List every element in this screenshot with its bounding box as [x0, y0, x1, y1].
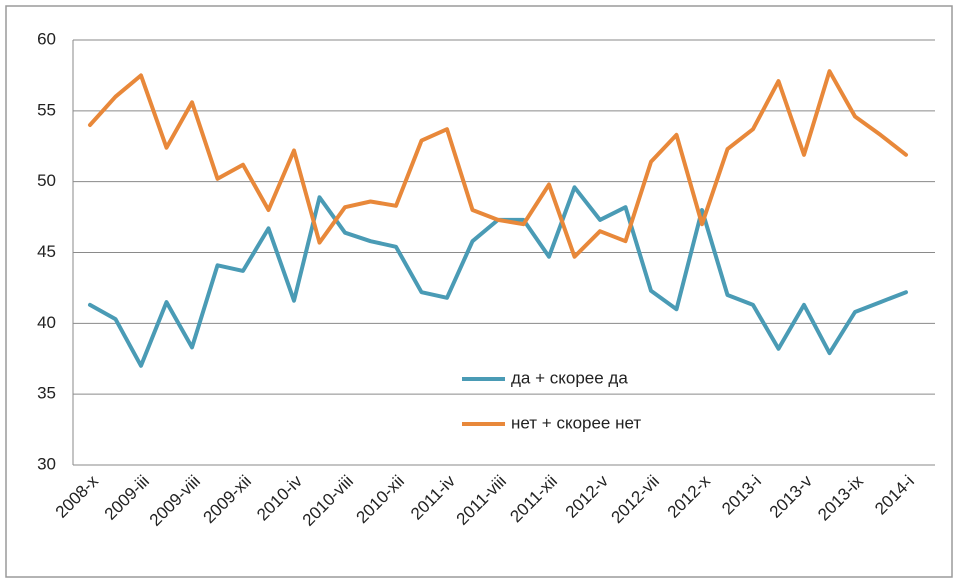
data-line	[88, 69, 908, 259]
y-tick-label: 35	[37, 384, 56, 403]
y-tick-label: 60	[37, 29, 56, 48]
legend-label: да + скорее да	[511, 368, 628, 387]
y-tick-label: 55	[37, 100, 56, 119]
legend-label: нет + скорее нет	[511, 413, 641, 432]
chart-border	[5, 5, 953, 578]
y-tick-label: 40	[37, 313, 56, 332]
y-tick-label: 45	[37, 242, 56, 261]
y-tick-label: 50	[37, 171, 56, 190]
y-tick-label: 30	[37, 454, 56, 473]
